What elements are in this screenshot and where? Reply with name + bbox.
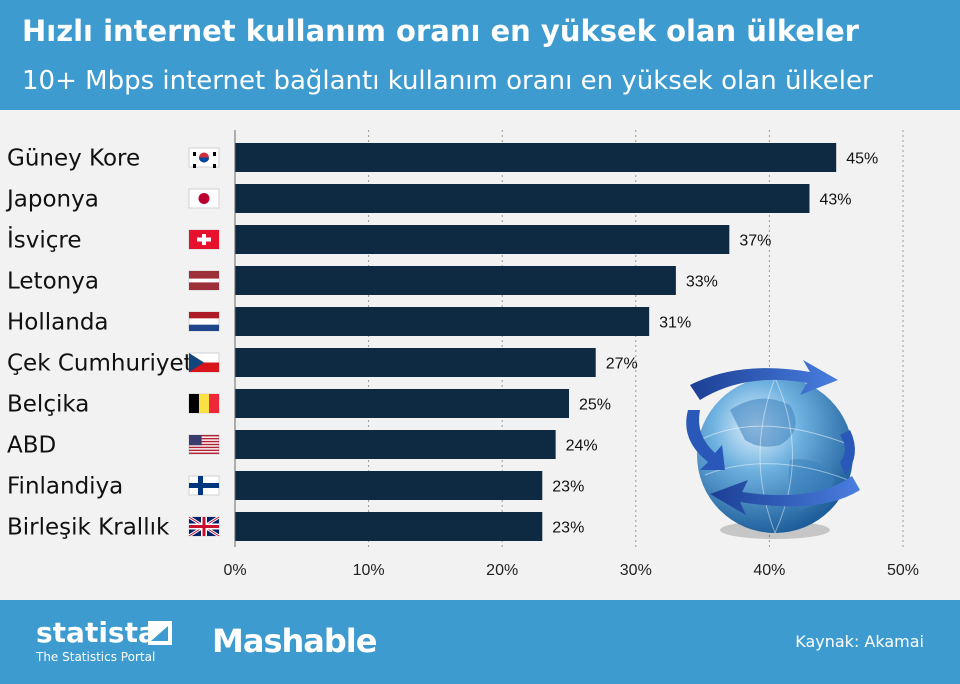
uk-flag-icon	[188, 515, 220, 538]
value-label: 37%	[739, 233, 771, 250]
value-label: 24%	[566, 438, 598, 455]
usa-flag-icon	[188, 434, 220, 455]
flag-stripe	[189, 440, 219, 443]
flag-stripe	[189, 278, 219, 283]
mashable-logo: Mashable	[212, 622, 377, 660]
chart-grid: 0% 10% 20% 30% 40% 50%	[223, 130, 919, 579]
flag-trigram	[193, 164, 196, 168]
bar	[235, 266, 676, 295]
flag-stripe	[189, 437, 219, 440]
switzerland-flag-icon	[188, 229, 220, 250]
footer: statista The Statistics Portal Mashable …	[0, 600, 960, 684]
flag-cross-h	[189, 483, 219, 488]
bar	[235, 471, 543, 500]
bar	[235, 348, 596, 377]
value-label: 23%	[552, 520, 584, 537]
category-label: İsviçre	[7, 226, 82, 254]
flag-stripe-yellow	[199, 394, 209, 413]
page-subtitle: 10+ Mbps internet bağlantı kullanım oran…	[22, 66, 873, 96]
flag-stripe-red	[189, 362, 219, 372]
header: Hızlı internet kullanım oranı en yüksek …	[0, 0, 960, 110]
flag-stripe-blue	[189, 324, 219, 331]
flag-cross-h	[197, 237, 211, 242]
x-tick-label: 50%	[887, 562, 919, 579]
bars-layer: Güney Kore 45% Japonya 43% İsviçre 37% Letonya…	[5, 130, 878, 547]
flag-trigram	[193, 152, 196, 156]
x-tick-label: 20%	[486, 562, 518, 579]
category-label: Güney Kore	[7, 146, 140, 172]
statista-tagline: The Statistics Portal	[36, 650, 156, 664]
flag-stripe	[189, 452, 219, 454]
bar	[235, 225, 730, 254]
value-label: 25%	[579, 397, 611, 414]
value-label: 43%	[819, 192, 851, 209]
netherlands-flag-icon	[188, 311, 220, 332]
bar	[235, 184, 810, 213]
belgium-flag-icon	[188, 393, 220, 414]
south-korea-flag-icon	[188, 147, 220, 168]
flag-cross-h-red	[189, 525, 219, 528]
latvia-flag-icon	[188, 270, 220, 291]
category-label: Birleşik Krallık	[7, 515, 170, 541]
flag-stripe	[189, 446, 219, 449]
x-tick-label: 30%	[620, 562, 652, 579]
bar-chart: 0% 10% 20% 30% 40% 50% Güney Kore 45% Japonya 43…	[5, 130, 919, 579]
flag-disc	[198, 193, 210, 204]
x-tick-label: 0%	[223, 562, 246, 579]
statista-mark-icon	[148, 621, 172, 645]
x-tick-label: 10%	[353, 562, 385, 579]
category-label: Hollanda	[7, 310, 109, 336]
flag-trigram	[213, 164, 216, 168]
flag-stripe	[189, 449, 219, 452]
flag-canton	[189, 435, 202, 446]
category-label: Japonya	[5, 187, 99, 213]
flag-stripe	[189, 435, 219, 437]
globe-icon	[686, 360, 860, 539]
value-label: 23%	[552, 479, 584, 496]
category-label: ABD	[7, 433, 56, 459]
statista-wordmark: statista	[36, 616, 157, 649]
value-label: 45%	[846, 151, 878, 168]
category-label: Finlandiya	[7, 474, 123, 500]
finland-flag-icon	[188, 475, 220, 496]
category-label: Çek Cumhuriyeti	[7, 351, 199, 377]
flag-trigram	[213, 152, 216, 156]
page-title: Hızlı internet kullanım oranı en yüksek …	[22, 14, 859, 48]
bar	[235, 307, 650, 336]
value-label: 33%	[686, 274, 718, 291]
bar	[235, 143, 837, 172]
bar	[235, 389, 569, 418]
flag-emblem-lower	[199, 157, 209, 163]
flag-stripe-red	[189, 312, 219, 319]
x-tick-label: 40%	[753, 562, 785, 579]
source-note: Kaynak: Akamai	[795, 632, 924, 651]
japan-flag-icon	[188, 188, 220, 209]
category-label: Belçika	[7, 392, 89, 418]
czech-republic-flag-icon	[188, 352, 220, 373]
bar	[235, 430, 556, 459]
statista-logo: statista The Statistics Portal	[36, 616, 172, 664]
bar	[235, 512, 543, 541]
category-label: Letonya	[7, 269, 99, 295]
flag-stripe	[189, 443, 219, 446]
value-label: 27%	[606, 356, 638, 373]
flag-stripe-black	[189, 394, 199, 413]
flag-stripe-red	[209, 394, 219, 413]
value-label: 31%	[659, 315, 691, 332]
flag-triangle	[189, 353, 204, 372]
